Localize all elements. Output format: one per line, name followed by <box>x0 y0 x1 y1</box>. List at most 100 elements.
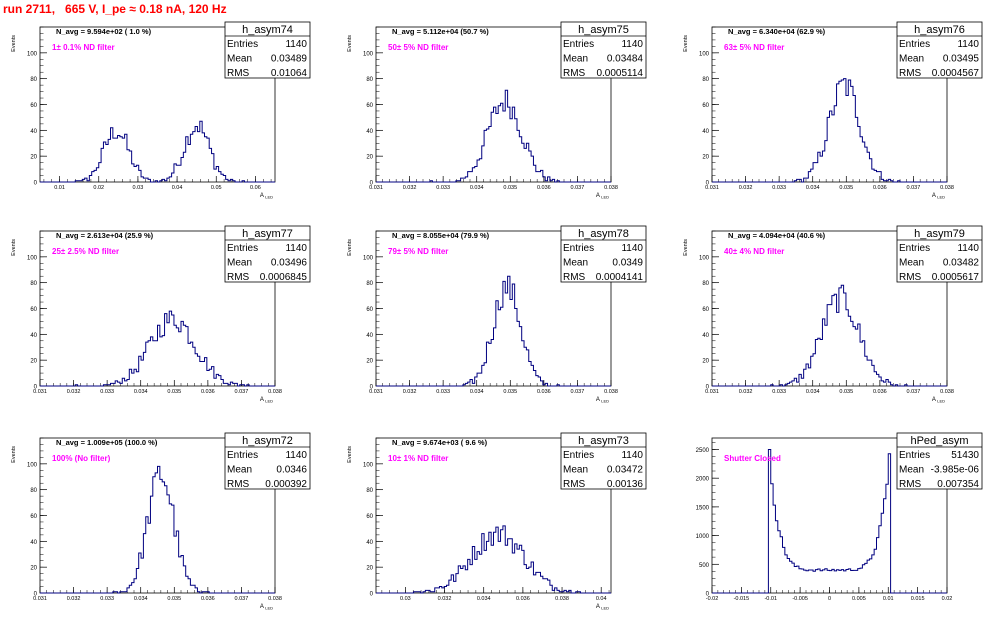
histogram-pad-h_asym78: 0 20 40 60 80 100 0.031 0.032 0.033 0.034 0.035 0.0… <box>347 225 647 404</box>
x-tick-label: 0.031 <box>33 596 47 602</box>
x-axis-label: A LED <box>932 397 945 404</box>
y-axis-label: Events <box>11 35 17 52</box>
stats-value: 0.03489 <box>271 54 308 65</box>
x-tick-label: -0.02 <box>706 596 719 602</box>
x-axis-label: A LED <box>596 604 609 611</box>
stats-value: 0.00136 <box>607 479 644 490</box>
stats-value: 0.0006845 <box>260 272 308 283</box>
y-tick-label: 100 <box>27 51 38 57</box>
stats-box <box>560 432 647 490</box>
histogram-line <box>376 525 611 594</box>
stats-title: h_asym74 <box>242 24 293 36</box>
y-tick-label: 100 <box>27 255 38 261</box>
stats-box <box>560 21 647 79</box>
n-avg-label: N_avg = 5.112e+04 (50.7 %) <box>392 27 489 36</box>
histogram-line <box>376 275 611 387</box>
histogram-line <box>712 449 947 594</box>
y-tick-label: 100 <box>363 255 374 261</box>
stats-title: h_asym79 <box>914 228 965 240</box>
y-tick-label: 40 <box>30 540 37 546</box>
stats-label: Entries <box>899 243 930 254</box>
y-tick-label: 40 <box>366 129 373 135</box>
stats-title: h_asym77 <box>242 228 293 240</box>
x-tick-label: 0.032 <box>403 185 417 191</box>
stats-label: RMS <box>227 68 250 79</box>
x-tick-label: 0.034 <box>134 596 148 602</box>
x-tick-label: 0.037 <box>571 389 585 395</box>
y-tick-label: 20 <box>366 566 373 572</box>
y-axis-label: Events <box>11 446 17 463</box>
histogram-pad-h_asym72: 0 20 40 60 80 100 0.031 0.032 0.033 0.034 0.035 0.0… <box>11 432 311 611</box>
y-tick-label: 0 <box>370 592 374 598</box>
x-tick-label: 0.032 <box>403 389 417 395</box>
x-tick-label: 0.01 <box>883 596 894 602</box>
x-axis-label-subscript: LED <box>265 399 273 404</box>
x-tick-label: 0.03 <box>133 185 144 191</box>
stats-value: 1140 <box>621 243 643 254</box>
y-tick-label: 40 <box>30 333 37 339</box>
x-tick-label: 0.033 <box>436 185 450 191</box>
y-tick-label: 0 <box>706 385 710 391</box>
y-tick-label: 20 <box>30 566 37 572</box>
stats-label: Mean <box>563 54 588 65</box>
x-tick-label: 0.02 <box>93 185 104 191</box>
stats-value: 1140 <box>957 39 979 50</box>
y-axis-label: Events <box>347 239 353 256</box>
stats-value: 1140 <box>285 39 307 50</box>
x-tick-label: 0.032 <box>67 389 81 395</box>
stats-value: 0.03495 <box>943 54 980 65</box>
y-tick-label: 60 <box>366 514 373 520</box>
x-tick-label: 0.037 <box>907 389 921 395</box>
x-axis-label-subscript: LED <box>601 195 609 200</box>
y-tick-label: 60 <box>366 103 373 109</box>
x-tick-label: 0.034 <box>806 389 820 395</box>
stats-label: Entries <box>563 243 594 254</box>
filter-label: 10± 1% ND filter <box>388 454 448 463</box>
stats-value: 0.0005617 <box>932 272 980 283</box>
x-tick-label: 0.031 <box>369 185 383 191</box>
x-tick-label: 0.033 <box>100 389 114 395</box>
stats-label: Mean <box>563 465 588 476</box>
x-tick-label: 0.036 <box>873 389 887 395</box>
stats-value: 1140 <box>285 450 307 461</box>
stats-value: 1140 <box>285 243 307 254</box>
x-tick-label: 0.04 <box>596 596 607 602</box>
x-axis-label: A LED <box>596 397 609 404</box>
x-tick-label: 0.038 <box>268 389 282 395</box>
stats-label: Mean <box>227 465 252 476</box>
filter-label: 1± 0.1% ND filter <box>52 43 115 52</box>
y-tick-label: 20 <box>366 359 373 365</box>
stats-box <box>224 21 311 79</box>
stats-label: Mean <box>899 465 924 476</box>
stats-label: Entries <box>563 39 594 50</box>
stats-value: 0.0346 <box>276 465 307 476</box>
y-tick-label: 20 <box>30 155 37 161</box>
stats-value: -3.985e-06 <box>931 465 980 476</box>
x-tick-label: 0.031 <box>705 389 719 395</box>
stats-label: Entries <box>227 450 258 461</box>
x-tick-label: 0.034 <box>806 185 820 191</box>
y-tick-label: 80 <box>702 77 709 83</box>
y-tick-label: 100 <box>699 255 710 261</box>
stats-title: h_asym72 <box>242 435 293 447</box>
y-tick-label: 80 <box>30 281 37 287</box>
stats-value: 0.03472 <box>607 465 644 476</box>
x-tick-label: 0.038 <box>940 185 954 191</box>
x-tick-label: 0.04 <box>172 185 183 191</box>
x-axis-label-subscript: LED <box>265 606 273 611</box>
filter-label: 50± 5% ND filter <box>388 43 448 52</box>
stats-label: Entries <box>899 39 930 50</box>
histogram-pad-hPed_asym: 0 500 1000 1500 2000 2500 -0.02 -0.015 -0.01 -0.0… <box>696 432 983 602</box>
stats-value: 0.0349 <box>612 258 643 269</box>
y-tick-label: 80 <box>702 281 709 287</box>
y-tick-label: 60 <box>30 307 37 313</box>
y-tick-label: 20 <box>30 359 37 365</box>
n-avg-label: N_avg = 6.340e+04 (62.9 %) <box>728 27 826 36</box>
y-tick-label: 80 <box>366 488 373 494</box>
x-axis-label: A LED <box>260 397 273 404</box>
histogram-line <box>376 89 611 183</box>
x-tick-label: 0.035 <box>167 389 181 395</box>
y-tick-label: 500 <box>699 563 710 569</box>
stats-label: Mean <box>227 258 252 269</box>
